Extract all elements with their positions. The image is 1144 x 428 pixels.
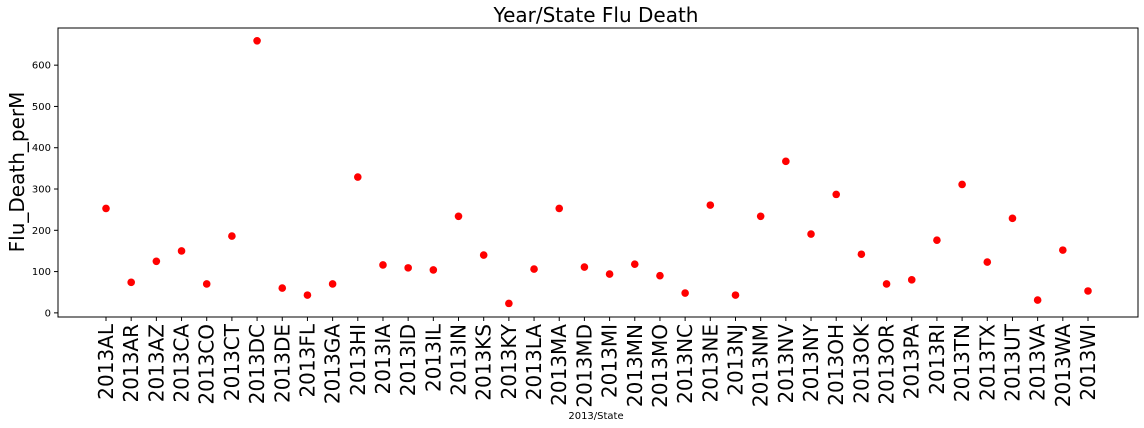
x-tick-label: 2013MD	[572, 324, 596, 408]
plot-area	[57, 27, 1139, 318]
x-tick-label: 2013OK	[849, 323, 873, 404]
x-tick-label: 2013KS	[472, 324, 496, 401]
x-tick-label: 2013WA	[1051, 324, 1075, 408]
data-point	[505, 299, 513, 308]
chart-title: Year/State Flu Death	[493, 3, 699, 27]
x-tick-label: 2013MI	[598, 324, 622, 398]
x-tick-label: 2013OR	[875, 324, 899, 405]
data-point	[177, 247, 186, 255]
y-tick-label: 300	[32, 185, 51, 196]
x-tick-label: 2013IL	[421, 323, 445, 392]
data-point	[656, 271, 664, 280]
data-point	[328, 280, 337, 288]
x-axis: 2013AL 2013AR 2013AZ 2013CA 2013CO 2013CT 2013…	[94, 317, 1100, 408]
x-tick-label: 2013TN	[950, 324, 974, 402]
x-tick-label: 2013FL	[295, 323, 319, 397]
data-point	[731, 291, 740, 299]
x-tick-label: 2013RI	[925, 324, 949, 395]
data-point	[454, 212, 463, 221]
x-tick-label: 2013MO	[648, 324, 672, 408]
data-point	[1084, 287, 1092, 295]
y-tick-label: 200	[32, 226, 51, 237]
data-point	[152, 257, 161, 266]
data-point	[253, 36, 261, 45]
y-tick-label: 0	[45, 308, 51, 319]
x-tick-label: 2013NV	[774, 324, 798, 404]
x-tick-label: 2013CO	[195, 324, 219, 405]
x-tick-label: 2013OH	[824, 324, 848, 406]
data-point	[580, 263, 589, 271]
x-tick-label: 2013AL	[94, 323, 118, 400]
x-tick-label: 2013MN	[623, 324, 647, 407]
x-tick-label: 2013CA	[170, 324, 194, 403]
data-point	[706, 201, 715, 209]
x-tick-label: 2013PA	[900, 324, 924, 400]
y-tick-label: 100	[32, 267, 51, 278]
data-point	[404, 264, 412, 272]
x-tick-label: 2013NM	[749, 324, 773, 407]
data-point	[127, 278, 135, 287]
data-point	[882, 280, 891, 288]
x-tick-label: 2013IA	[371, 324, 395, 395]
y-axis-label: Flu_Death_perM	[5, 92, 29, 253]
x-tick-label: 2013UT	[1000, 323, 1024, 402]
data-point	[202, 280, 211, 288]
data-point	[555, 204, 564, 213]
data-point	[1033, 296, 1042, 304]
x-tick-label: 2013GA	[321, 324, 345, 404]
x-tick-label: 2013CT	[220, 323, 244, 401]
data-point	[379, 261, 387, 269]
x-tick-label: 2013DE	[270, 324, 294, 403]
data-points	[102, 36, 1092, 308]
x-tick-label: 2013NC	[673, 324, 697, 404]
data-point	[857, 250, 866, 259]
x-tick-label: 2013WI	[1076, 324, 1100, 401]
y-axis: 0 100 200 300 400 500 600	[32, 61, 58, 319]
x-tick-label: 2013VA	[1026, 324, 1050, 401]
data-point	[479, 251, 488, 259]
data-point	[630, 260, 639, 268]
x-tick-label: 2013MA	[547, 324, 571, 406]
x-tick-label: 2013KY	[497, 323, 521, 399]
data-point	[681, 289, 689, 297]
data-point	[530, 265, 538, 273]
x-tick-label: 2013AZ	[144, 324, 168, 402]
y-tick-label: 600	[32, 61, 51, 72]
data-point	[807, 230, 815, 238]
data-point	[983, 258, 992, 266]
x-tick-label: 2013LA	[522, 324, 546, 401]
data-point	[1008, 214, 1017, 223]
x-axis-label: 2013/State	[568, 411, 623, 422]
x-tick-label: 2013NJ	[723, 324, 747, 396]
data-point	[278, 284, 287, 292]
x-tick-label: 2013IN	[447, 324, 471, 396]
x-tick-label: 2013TX	[975, 324, 999, 401]
x-tick-label: 2013NE	[698, 324, 722, 403]
y-tick-label: 400	[32, 143, 51, 154]
x-tick-label: 2013HI	[346, 324, 370, 396]
x-tick-label: 2013DC	[245, 324, 269, 404]
data-point	[933, 236, 941, 245]
data-point	[832, 190, 841, 199]
y-tick-label: 500	[32, 102, 51, 113]
x-tick-label: 2013AR	[119, 324, 143, 403]
data-point	[605, 270, 614, 278]
data-point	[1059, 246, 1067, 254]
data-point	[303, 291, 312, 299]
x-tick-label: 2013ID	[396, 324, 420, 396]
data-point	[756, 212, 765, 221]
data-point	[228, 232, 236, 240]
data-point	[429, 266, 438, 274]
data-point	[102, 204, 110, 213]
data-point	[782, 157, 790, 166]
data-point	[907, 276, 916, 284]
data-point	[958, 180, 966, 189]
x-tick-label: 2013NY	[799, 323, 823, 402]
data-point	[353, 173, 362, 181]
